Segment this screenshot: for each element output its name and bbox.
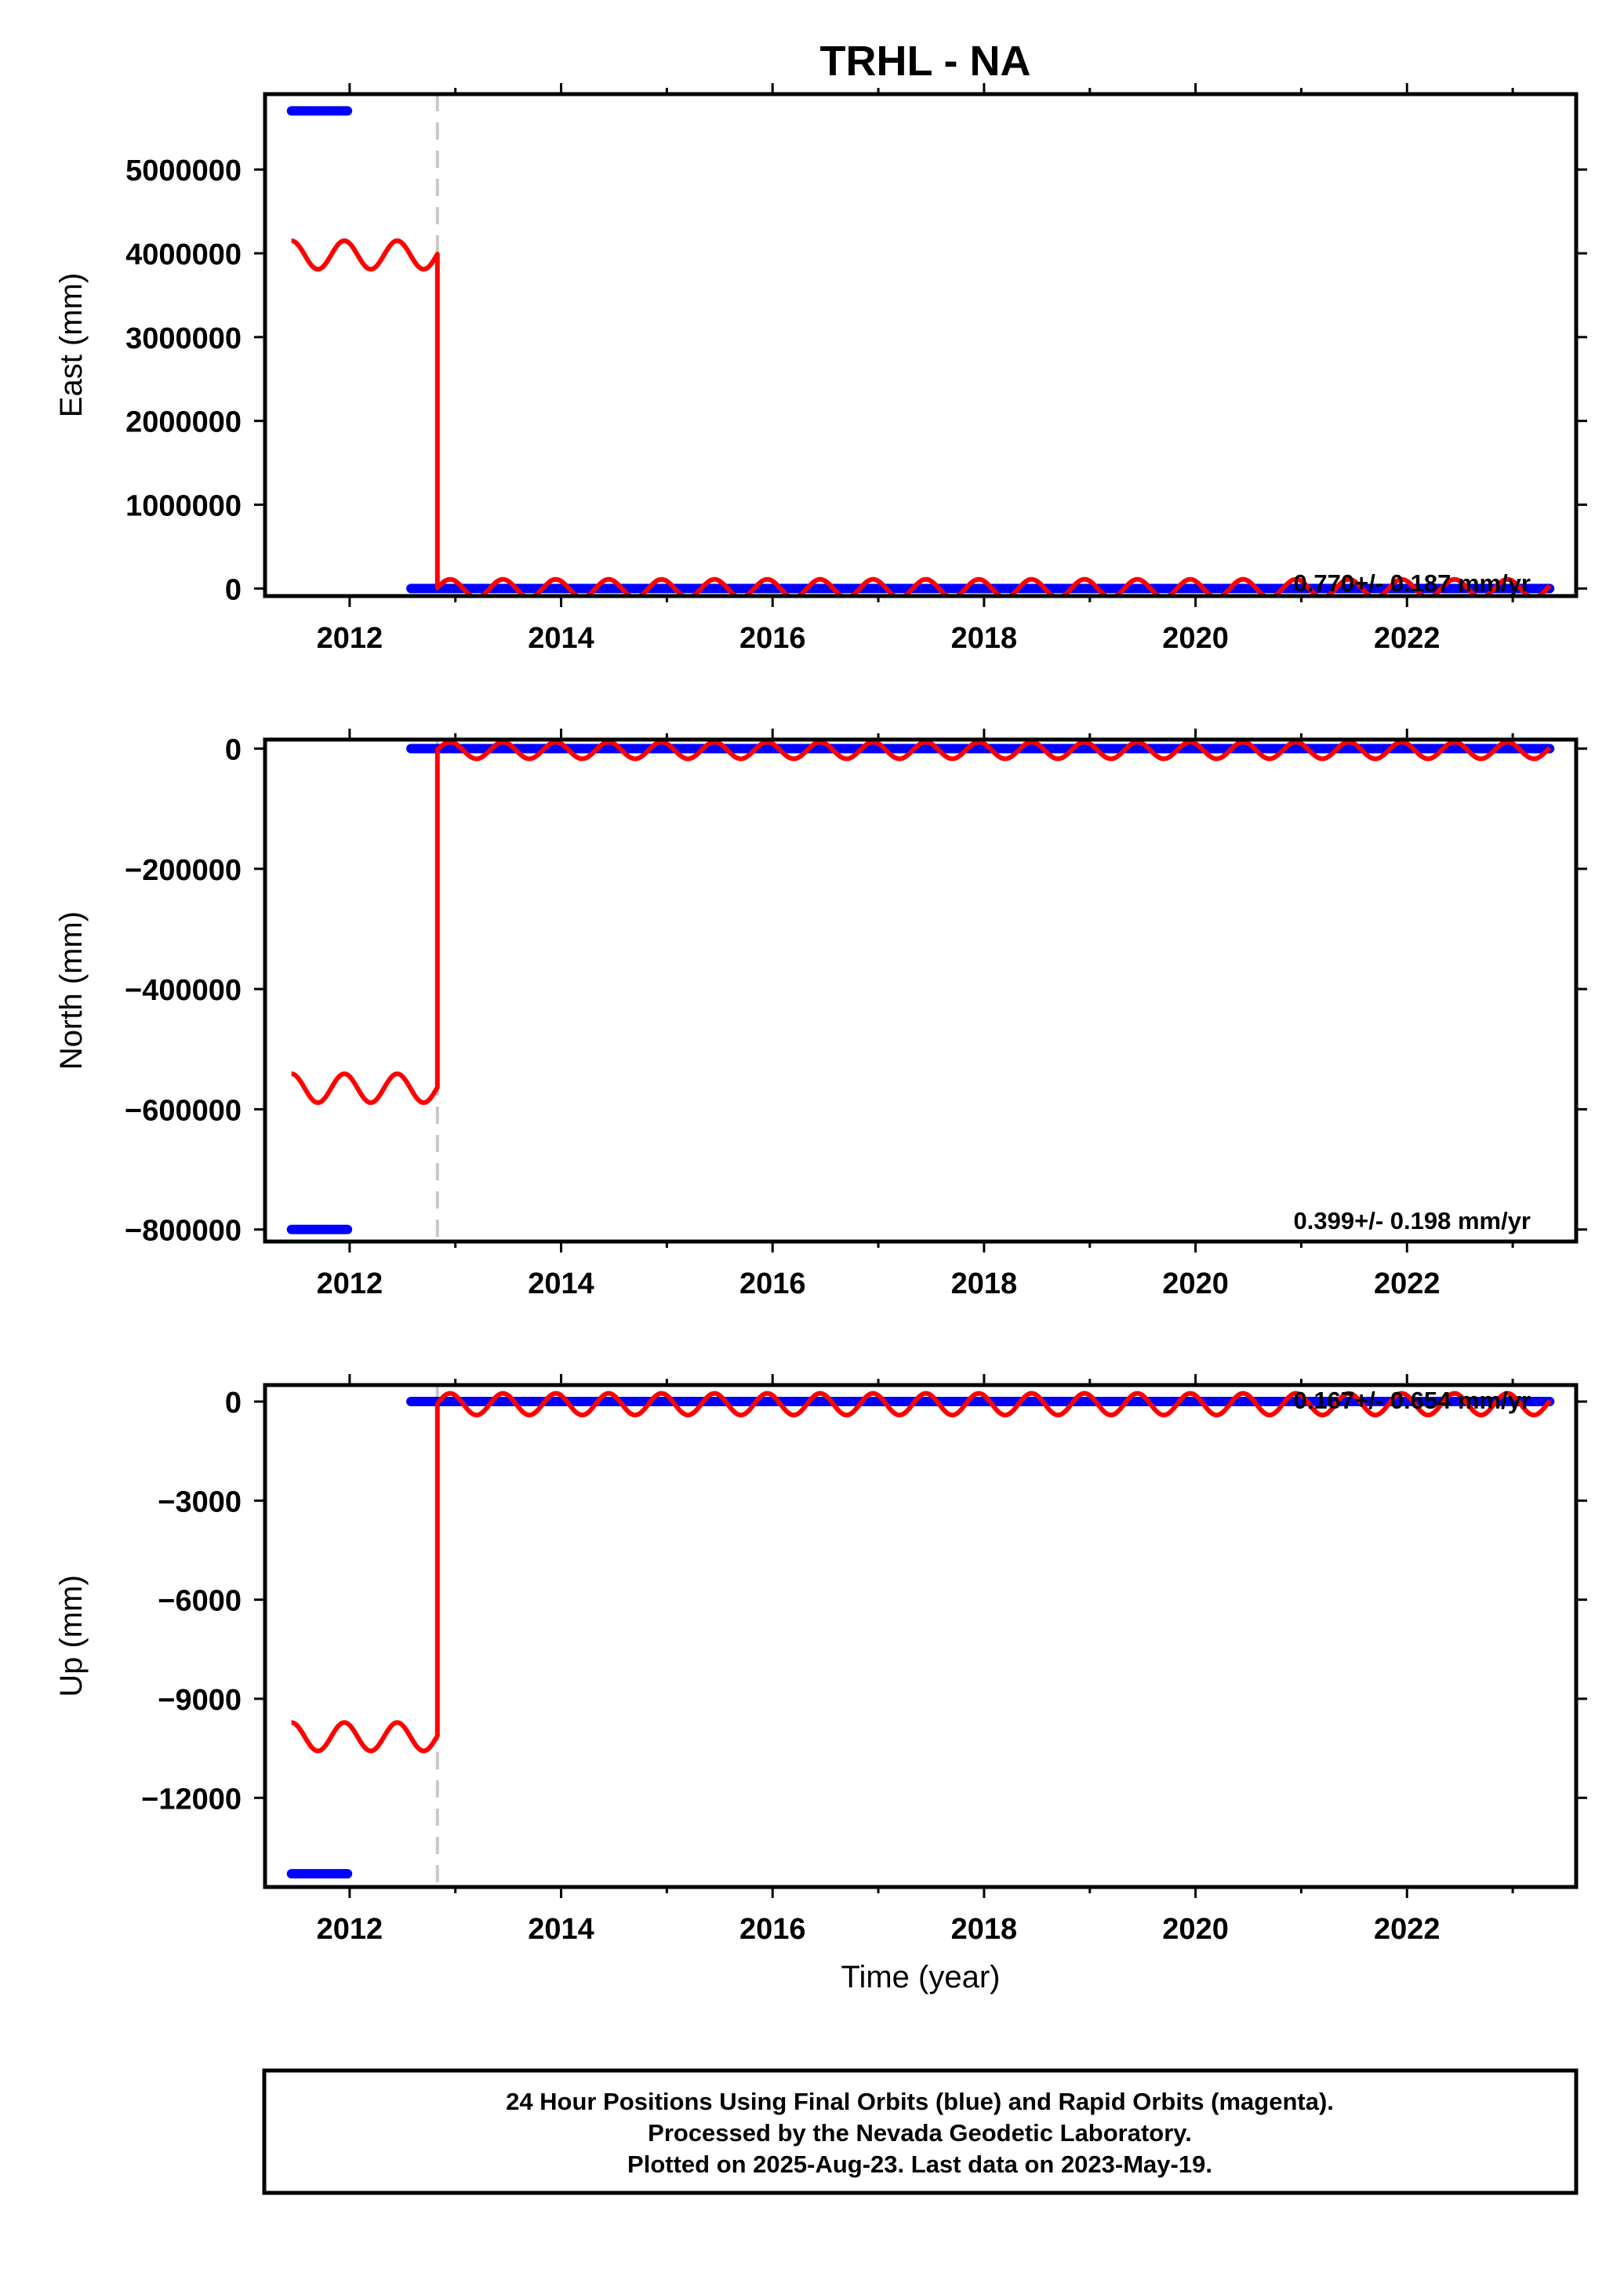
panel-north: 2012 2014 2016 2018 2020 2022 0 −200000 −400000 −… [54, 729, 1587, 1300]
y-tick-label-up-2: −6000 [158, 1585, 242, 1618]
y-axis-label-east: East (mm) [54, 273, 89, 417]
y-tick-label-east-4: 4000000 [125, 238, 242, 271]
x-tick-label-east-2020: 2020 [1162, 622, 1229, 655]
footer-line-1: 24 Hour Positions Using Final Orbits (bl… [506, 2088, 1334, 2115]
x-tick-label-north-2022: 2022 [1374, 1267, 1441, 1300]
x-tick-label-up-2014: 2014 [528, 1913, 594, 1946]
x-axis-label-up: Time (year) [841, 1960, 1001, 1994]
y-tick-label-east-1: 1000000 [125, 490, 242, 523]
y-tick-label-north-3: −600000 [125, 1094, 242, 1127]
x-tick-label-north-2018: 2018 [951, 1267, 1018, 1300]
y-tick-label-up-1: −3000 [158, 1485, 242, 1518]
x-tick-label-north-2016: 2016 [739, 1267, 806, 1300]
y-tick-label-north-4: −800000 [125, 1215, 242, 1248]
panel-frame-up [263, 1383, 1579, 1889]
plot-area-up [286, 1391, 1555, 1879]
rate-annotation-up: 0.167+/- 0.654 mm/yr [1294, 1387, 1531, 1414]
panel-up: 2012 2014 2016 2018 2020 2022 0 −3000 −6000 −9000… [54, 1374, 1587, 1994]
x-tick-label-east-2018: 2018 [951, 622, 1018, 655]
x-tick-label-up-2012: 2012 [317, 1913, 383, 1946]
y-tick-label-north-1: −200000 [125, 854, 242, 887]
x-tick-label-east-2022: 2022 [1374, 622, 1441, 655]
x-tick-label-up-2016: 2016 [739, 1913, 806, 1946]
panel-east: 2012 2014 2016 2018 2020 2022 0 1000000 2000000 3… [54, 83, 1587, 655]
y-axis-label-north: North (mm) [54, 911, 89, 1070]
x-tick-label-east-2016: 2016 [739, 622, 806, 655]
x-tick-label-north-2012: 2012 [317, 1267, 383, 1300]
rapid-orbit-series-east [289, 238, 1552, 596]
footer-box: 24 Hour Positions Using Final Orbits (bl… [262, 2068, 1579, 2195]
rate-annotation-east: 0.770+/- 0.187 mm/yr [1294, 569, 1531, 597]
x-tick-label-north-2020: 2020 [1162, 1267, 1229, 1300]
x-tick-label-east-2012: 2012 [317, 622, 383, 655]
y-axis-label-up: Up (mm) [54, 1575, 89, 1697]
plot-area-north [286, 740, 1555, 1234]
x-tick-label-north-2014: 2014 [528, 1267, 594, 1300]
panel-frame-north [263, 737, 1579, 1244]
panels: 2012 2014 2016 2018 2020 2022 0 1000000 2000000 3… [54, 83, 1587, 1994]
rapid-orbit-series-north [289, 740, 1552, 1105]
panel-frame-east [263, 92, 1579, 598]
y-tick-label-east-0: 0 [225, 573, 242, 606]
y-tick-label-up-3: −9000 [158, 1684, 242, 1717]
y-tick-label-up-0: 0 [225, 1387, 242, 1420]
x-tick-label-up-2022: 2022 [1374, 1913, 1441, 1946]
footer-line-2: Processed by the Nevada Geodetic Laborat… [648, 2119, 1192, 2147]
plot-area-east [286, 106, 1555, 596]
y-tick-label-north-2: −400000 [125, 974, 242, 1007]
y-tick-label-up-4: −12000 [141, 1783, 242, 1816]
x-tick-label-up-2018: 2018 [951, 1913, 1018, 1946]
rate-annotation-north: 0.399+/- 0.198 mm/yr [1294, 1207, 1531, 1234]
chart-title: TRHL - NA [820, 38, 1031, 85]
x-tick-label-east-2014: 2014 [528, 622, 594, 655]
rapid-orbit-series-up [289, 1391, 1552, 1754]
footer-line-3: Plotted on 2025-Aug-23. Last data on 202… [627, 2151, 1212, 2178]
y-tick-label-north-0: 0 [225, 733, 242, 766]
y-tick-label-east-2: 2000000 [125, 406, 242, 439]
y-tick-label-east-3: 3000000 [125, 322, 242, 355]
x-tick-label-up-2020: 2020 [1162, 1913, 1229, 1946]
y-tick-label-east-5: 5000000 [125, 155, 242, 187]
